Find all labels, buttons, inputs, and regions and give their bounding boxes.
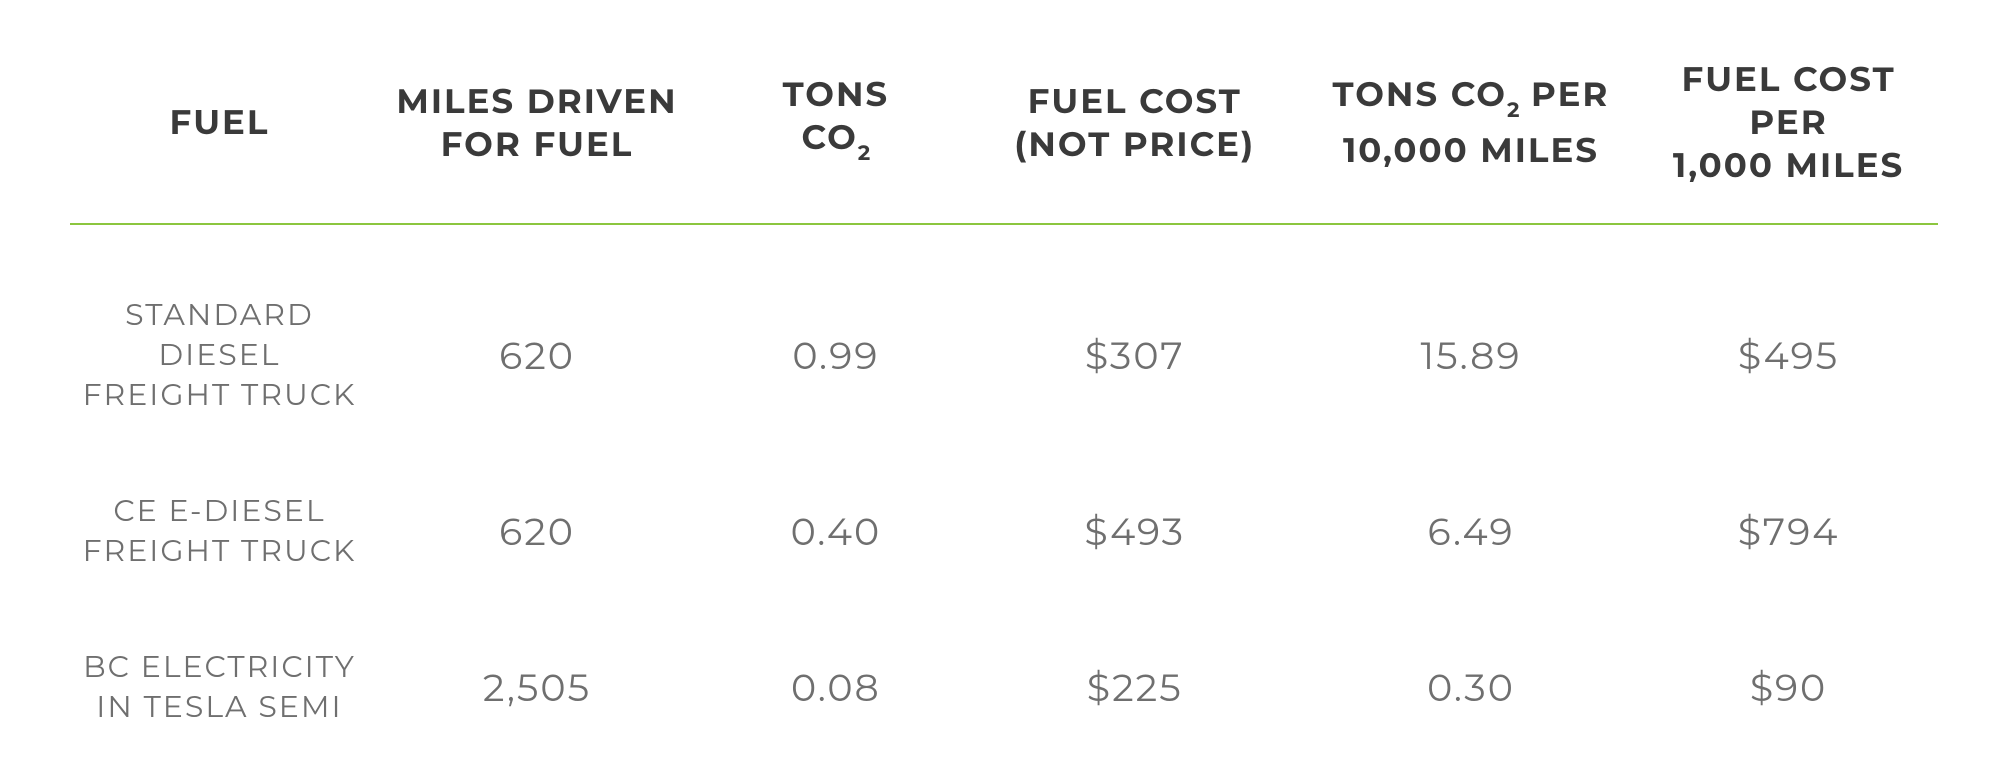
table-row: BC ELECTRICITYIN TESLA SEMI2,5050.08$225… [70,609,1938,765]
cell-2-1: 0.08 [705,609,967,765]
cell-0-3: 15.89 [1303,225,1639,453]
cell-1-1: 0.40 [705,453,967,609]
table-body: STANDARD DIESELFREIGHT TRUCK6200.99$3071… [70,225,1938,765]
row-head-1: CE E-DIESELFREIGHT TRUCK [70,453,369,609]
fuel-comparison-table: FUELMILES DRIVENFOR FUELTONSCO2FUEL COST… [70,40,1938,765]
cell-0-0: 620 [369,225,705,453]
table-head: FUELMILES DRIVENFOR FUELTONSCO2FUEL COST… [70,40,1938,225]
cell-0-1: 0.99 [705,225,967,453]
row-head-0: STANDARD DIESELFREIGHT TRUCK [70,225,369,453]
col-header-0: FUEL [70,40,369,223]
header-row: FUELMILES DRIVENFOR FUELTONSCO2FUEL COST… [70,40,1938,223]
table-row: CE E-DIESELFREIGHT TRUCK6200.40$4936.49$… [70,453,1938,609]
cell-2-3: 0.30 [1303,609,1639,765]
table-row: STANDARD DIESELFREIGHT TRUCK6200.99$3071… [70,225,1938,453]
col-header-3: FUEL COST(NOT PRICE) [967,40,1303,223]
col-header-5: FUEL COST PER1,000 MILES [1639,40,1938,223]
row-head-2: BC ELECTRICITYIN TESLA SEMI [70,609,369,765]
table-container: FUELMILES DRIVENFOR FUELTONSCO2FUEL COST… [0,0,2008,765]
cell-0-4: $495 [1639,225,1938,453]
col-header-4: TONS CO2 PER10,000 MILES [1303,40,1639,223]
col-header-2: TONSCO2 [705,40,967,223]
col-header-1: MILES DRIVENFOR FUEL [369,40,705,223]
cell-1-0: 620 [369,453,705,609]
cell-1-4: $794 [1639,453,1938,609]
cell-2-4: $90 [1639,609,1938,765]
cell-1-2: $493 [967,453,1303,609]
cell-2-0: 2,505 [369,609,705,765]
cell-0-2: $307 [967,225,1303,453]
cell-1-3: 6.49 [1303,453,1639,609]
cell-2-2: $225 [967,609,1303,765]
